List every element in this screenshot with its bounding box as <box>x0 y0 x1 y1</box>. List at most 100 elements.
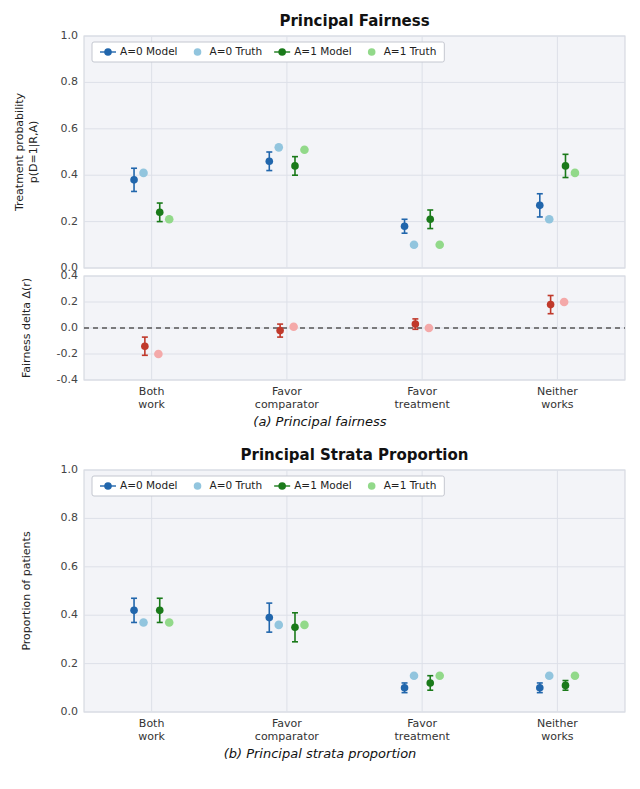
grid-line-x <box>557 36 558 268</box>
grid-line-y <box>84 268 625 269</box>
x-tick-label: Favorcomparator <box>255 385 320 411</box>
error-bar <box>426 676 434 691</box>
error-bar-cap <box>537 692 543 694</box>
series <box>130 152 543 233</box>
error-bar <box>156 203 164 222</box>
error-bar-cap <box>427 675 433 677</box>
grid-line-y <box>84 221 625 222</box>
error-bar-cap <box>427 209 433 211</box>
grid-line-y <box>84 354 625 355</box>
model-point <box>401 684 409 692</box>
y-axis-label-line: Treatment probability <box>13 92 26 212</box>
error-bar-cap <box>402 218 408 220</box>
panel: 0.00.20.40.60.81.0Treatment probabilityp… <box>13 12 625 274</box>
error-bar-cap <box>142 336 148 338</box>
chart-title: Principal Strata Proportion <box>241 446 469 464</box>
panel: 0.00.20.40.60.81.0Proportion of patients… <box>20 446 625 761</box>
grid-line-y <box>84 302 625 303</box>
legend-swatch <box>194 48 202 56</box>
y-axis-label-line: p(D=1|R,A) <box>27 121 40 184</box>
x-tick-label: Favortreatment <box>395 717 451 743</box>
truth-point <box>274 143 283 152</box>
y-axis-label: Proportion of patients <box>20 531 33 650</box>
y-axis-label: Treatment probabilityp(D=1|R,A) <box>13 92 39 212</box>
series <box>154 298 568 359</box>
caption: (b) Principal strata proportion <box>224 746 417 761</box>
error-bar-cap <box>131 597 137 599</box>
legend-swatch <box>194 482 202 490</box>
y-tick-label: 0.4 <box>61 269 79 282</box>
y-tick-label: 0.2 <box>61 215 79 228</box>
y-tick-label: 0.2 <box>61 295 79 308</box>
error-bar-cap <box>157 221 163 223</box>
error-bar-cap <box>266 170 272 172</box>
legend-label: A=1 Truth <box>384 479 437 491</box>
error-bar-cap <box>402 232 408 234</box>
error-bar-cap <box>277 336 283 338</box>
y-axis-label-line: Fairness delta Δ(r) <box>20 278 33 378</box>
figure: 0.00.20.40.60.81.0Treatment probabilityp… <box>0 0 640 789</box>
model-point <box>536 202 544 210</box>
legend-label: A=1 Model <box>294 479 352 491</box>
error-bar <box>156 598 164 622</box>
plot-background <box>84 36 625 268</box>
grid-line-y <box>84 175 625 176</box>
model-point <box>426 679 434 687</box>
x-tick-label: Bothwork <box>138 717 165 743</box>
truth-point <box>300 145 309 154</box>
error-bar <box>426 210 434 229</box>
truth-point <box>139 169 148 178</box>
error-bar <box>291 157 299 176</box>
legend-swatch <box>278 48 286 56</box>
model-point <box>547 301 555 309</box>
error-bar-cap <box>277 323 283 325</box>
marks <box>84 296 625 359</box>
y-axis-label-line: Proportion of patients <box>20 531 33 650</box>
series <box>141 296 554 356</box>
error-bar-cap <box>537 682 543 684</box>
grid-line-y <box>84 615 625 616</box>
y-tick-label: 0.4 <box>61 608 79 621</box>
grid-line-y <box>84 276 625 277</box>
error-bar-cap <box>266 151 272 153</box>
truth-point <box>165 618 174 627</box>
legend-label: A=1 Truth <box>384 45 437 57</box>
legend-swatch <box>104 48 112 56</box>
error-bar-cap <box>157 597 163 599</box>
x-tick-label-line: works <box>541 398 574 411</box>
series <box>165 145 579 249</box>
error-bar-cap <box>537 193 543 195</box>
legend-swatch <box>104 482 112 490</box>
error-bar-cap <box>142 354 148 356</box>
error-bar-cap <box>412 318 418 320</box>
x-tick-label-line: Favor <box>272 385 302 398</box>
grid-line-x <box>557 276 558 380</box>
plot-background <box>84 470 625 712</box>
grid-line-x <box>286 470 287 712</box>
y-tick-label: 0.6 <box>61 560 79 573</box>
chart-container: 0.00.20.40.60.81.0Treatment probabilityp… <box>0 0 640 789</box>
reference-line <box>84 327 625 328</box>
y-tick-label: 0.0 <box>61 705 79 718</box>
error-bar <box>401 219 409 233</box>
model-point <box>562 162 570 170</box>
truth-point <box>139 618 148 627</box>
legend-label: A=1 Model <box>294 45 352 57</box>
error-bar-cap <box>292 174 298 176</box>
x-tick-label-line: treatment <box>395 730 451 743</box>
x-tick-label-line: comparator <box>255 730 320 743</box>
legend: A=0 ModelA=0 TruthA=1 ModelA=1 Truth <box>92 476 444 496</box>
series <box>165 618 579 680</box>
legend-label: A=0 Truth <box>210 479 263 491</box>
model-point <box>401 222 409 230</box>
x-tick-label: Bothwork <box>138 385 165 411</box>
grid-line-x <box>151 470 152 712</box>
error-bar-cap <box>292 641 298 643</box>
legend-swatch <box>368 48 376 56</box>
truth-point <box>545 671 554 680</box>
error-bar <box>562 154 570 177</box>
x-tick-label-line: Neither <box>537 385 578 398</box>
error-bar <box>265 603 273 632</box>
error-bar-cap <box>537 216 543 218</box>
truth-point <box>435 241 444 250</box>
